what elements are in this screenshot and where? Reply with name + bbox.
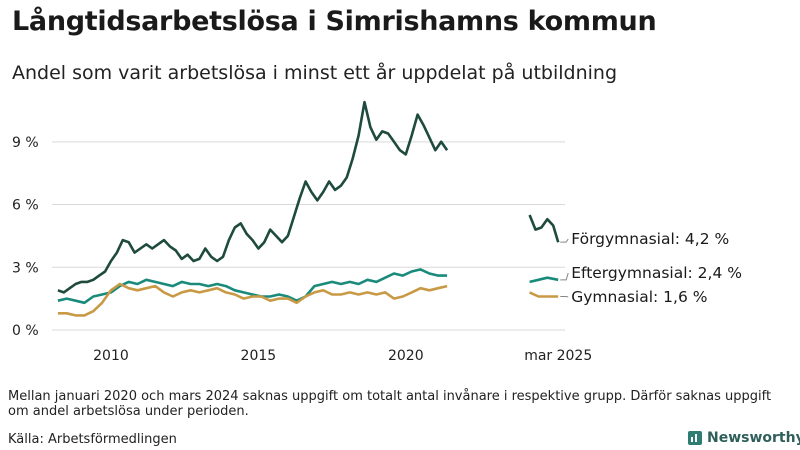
- end-label-connector: [560, 272, 569, 281]
- series-line-gymnasial: [529, 291, 559, 298]
- x-tick-label: 2010: [93, 348, 129, 364]
- x-axis-ticks: 2010 2015 2020 mar 2025: [93, 348, 592, 364]
- y-tick-label: 9 %: [12, 135, 39, 151]
- y-tick-label: 6 %: [12, 198, 39, 214]
- end-label-connector: [560, 238, 569, 243]
- source-text: Källa: Arbetsförmedlingen: [8, 432, 177, 447]
- series-line-eftergymnasial: [529, 276, 559, 284]
- x-tick-label: 2020: [388, 348, 424, 364]
- series-lines: [57, 100, 560, 317]
- series-end-label: Gymnasial: 1,6 %: [571, 288, 707, 306]
- series-line-förgymnasial: [528, 214, 560, 243]
- logo-text: Newsworthy: [707, 430, 800, 446]
- series-line-gymnasial: [57, 282, 448, 317]
- newsworthy-logo: Newsworthy: [688, 430, 800, 446]
- x-tick-label: mar 2025: [524, 348, 592, 364]
- y-axis-ticks: 0 % 3 % 6 % 9 %: [12, 135, 39, 339]
- y-tick-label: 3 %: [12, 260, 39, 276]
- series-line-förgymnasial: [57, 100, 449, 294]
- chart-title: Långtidsarbetslösa i Simrishamns kommun: [12, 6, 657, 37]
- x-tick-label: 2015: [241, 348, 277, 364]
- chart-subtitle: Andel som varit arbetslösa i minst ett å…: [12, 62, 618, 84]
- series-end-label: Förgymnasial: 4,2 %: [571, 230, 729, 248]
- bar-chart-icon: [688, 431, 702, 445]
- line-chart: 0 % 3 % 6 % 9 % 2010 2015 2020 mar 2025 Förgym…: [12, 100, 742, 364]
- y-tick-label: 0 %: [12, 323, 39, 339]
- series-end-label: Eftergymnasial: 2,4 %: [571, 264, 742, 282]
- series-end-labels: Förgymnasial: 4,2 % Eftergymnasial: 2,4 %…: [560, 230, 742, 306]
- footnote: Mellan januari 2020 och mars 2024 saknas…: [8, 389, 772, 419]
- grid-lines: [52, 141, 565, 331]
